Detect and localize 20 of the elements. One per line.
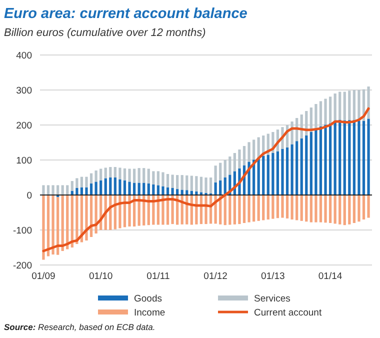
x-tick-label: 01/09	[32, 271, 56, 282]
x-tick-label: 01/10	[88, 271, 113, 282]
legend-label: Services	[254, 294, 291, 304]
x-tick-label: 01/12	[204, 271, 228, 282]
x-tick-label: 01/13	[261, 271, 285, 282]
legend-label: Current account	[254, 308, 322, 318]
y-tick-label: 200	[16, 120, 32, 132]
y-tick-label: -200	[12, 260, 32, 272]
y-tick-label: 100	[16, 156, 32, 166]
y-tick-label: -100	[12, 226, 32, 236]
source-note: Source: Research, based on ECB data.	[4, 322, 156, 332]
chart-subtitle: Billion euros (cumulative over 12 months)	[4, 27, 206, 39]
chart-title: Euro area: current account balance	[4, 6, 248, 22]
legend-label: Income	[134, 308, 166, 318]
y-tick-label: 0	[26, 190, 32, 202]
legend-label: Goods	[134, 294, 162, 304]
x-tick-label: 01/14	[318, 271, 342, 282]
y-tick-label: 400	[16, 50, 32, 62]
x-tick-label: 01/11	[146, 271, 170, 282]
y-tick-label: 300	[16, 86, 32, 96]
